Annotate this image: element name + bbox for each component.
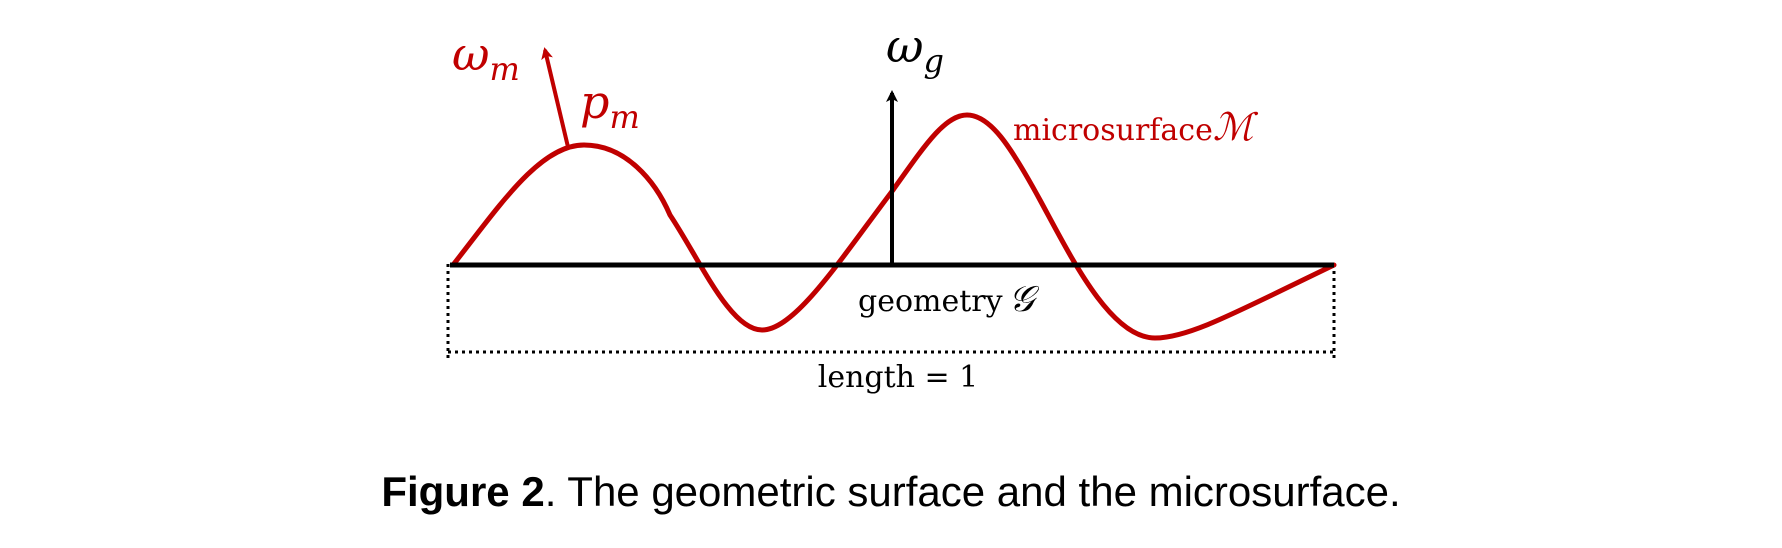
length-bracket <box>446 264 1336 360</box>
caption-text: The geometric surface and the microsurfa… <box>556 468 1401 515</box>
caption-separator: . <box>544 468 557 515</box>
p-m-label: pm <box>580 75 640 136</box>
microsurface-label: microsurfaceℳ <box>1013 105 1259 149</box>
omega-m-arrow <box>541 47 570 148</box>
microsurface-symbol: ℳ <box>1213 105 1259 149</box>
figure-caption: Figure 2. The geometric surface and the … <box>0 468 1782 516</box>
length-label: length = 1 <box>818 360 979 395</box>
microsurface-word: microsurface <box>1013 113 1213 148</box>
geometry-symbol: 𝒢 <box>1009 279 1040 320</box>
geometry-label: geometry 𝒢 <box>858 279 1040 320</box>
geometry-word: geometry <box>858 284 1003 319</box>
caption-label: Figure 2 <box>381 468 545 515</box>
omega-m-label: ωm <box>452 27 520 88</box>
omega-g-label: ωg <box>886 19 944 80</box>
